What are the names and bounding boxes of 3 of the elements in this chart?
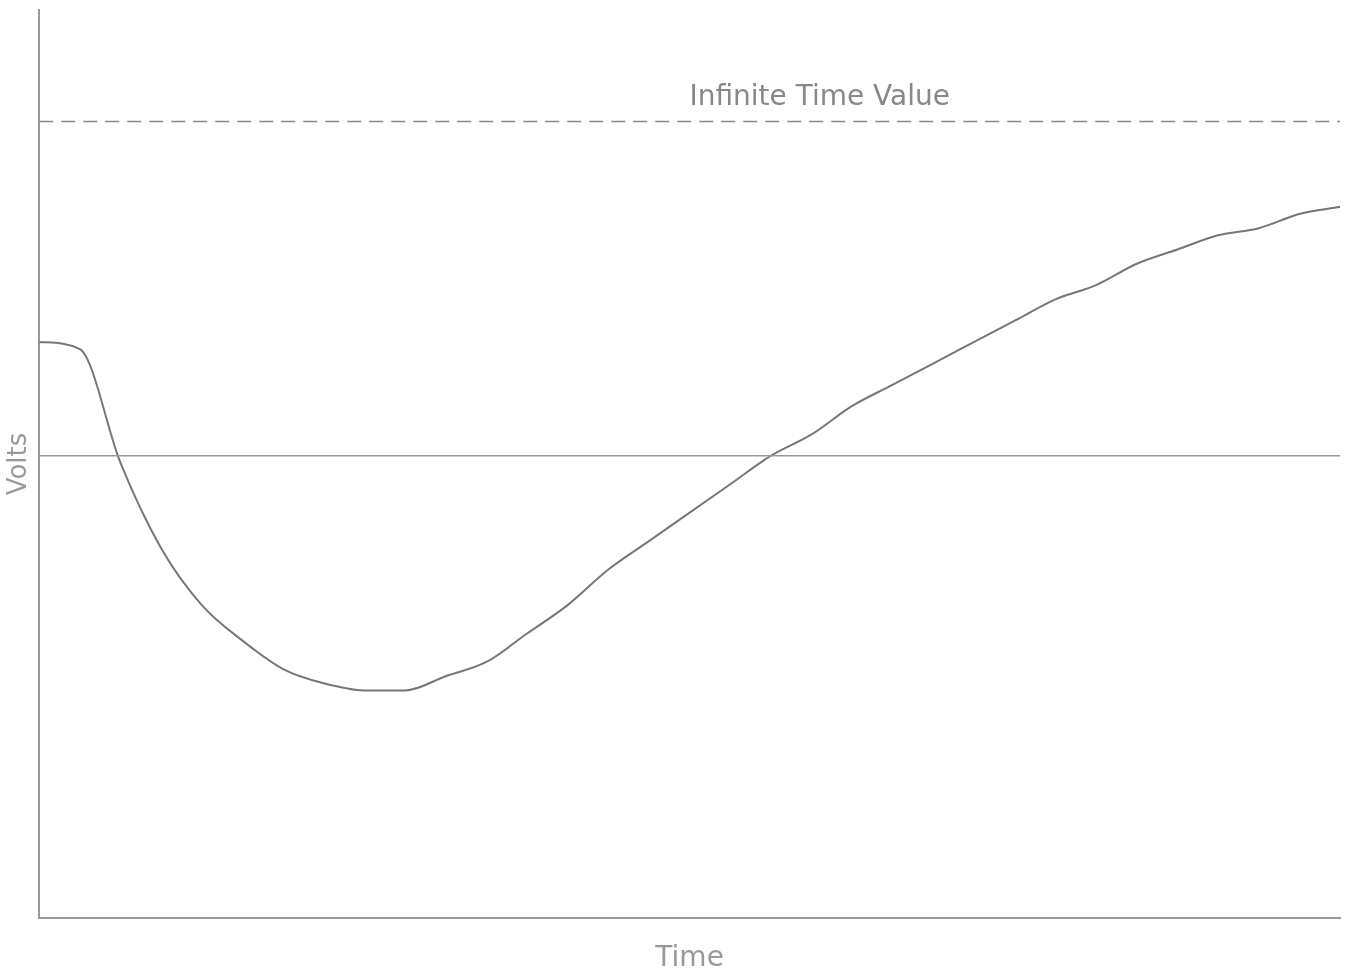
ref-line-label: Infinite Time Value xyxy=(689,78,950,112)
y-axis-title: Volts xyxy=(2,432,33,496)
x-axis-title: Time xyxy=(654,940,724,974)
